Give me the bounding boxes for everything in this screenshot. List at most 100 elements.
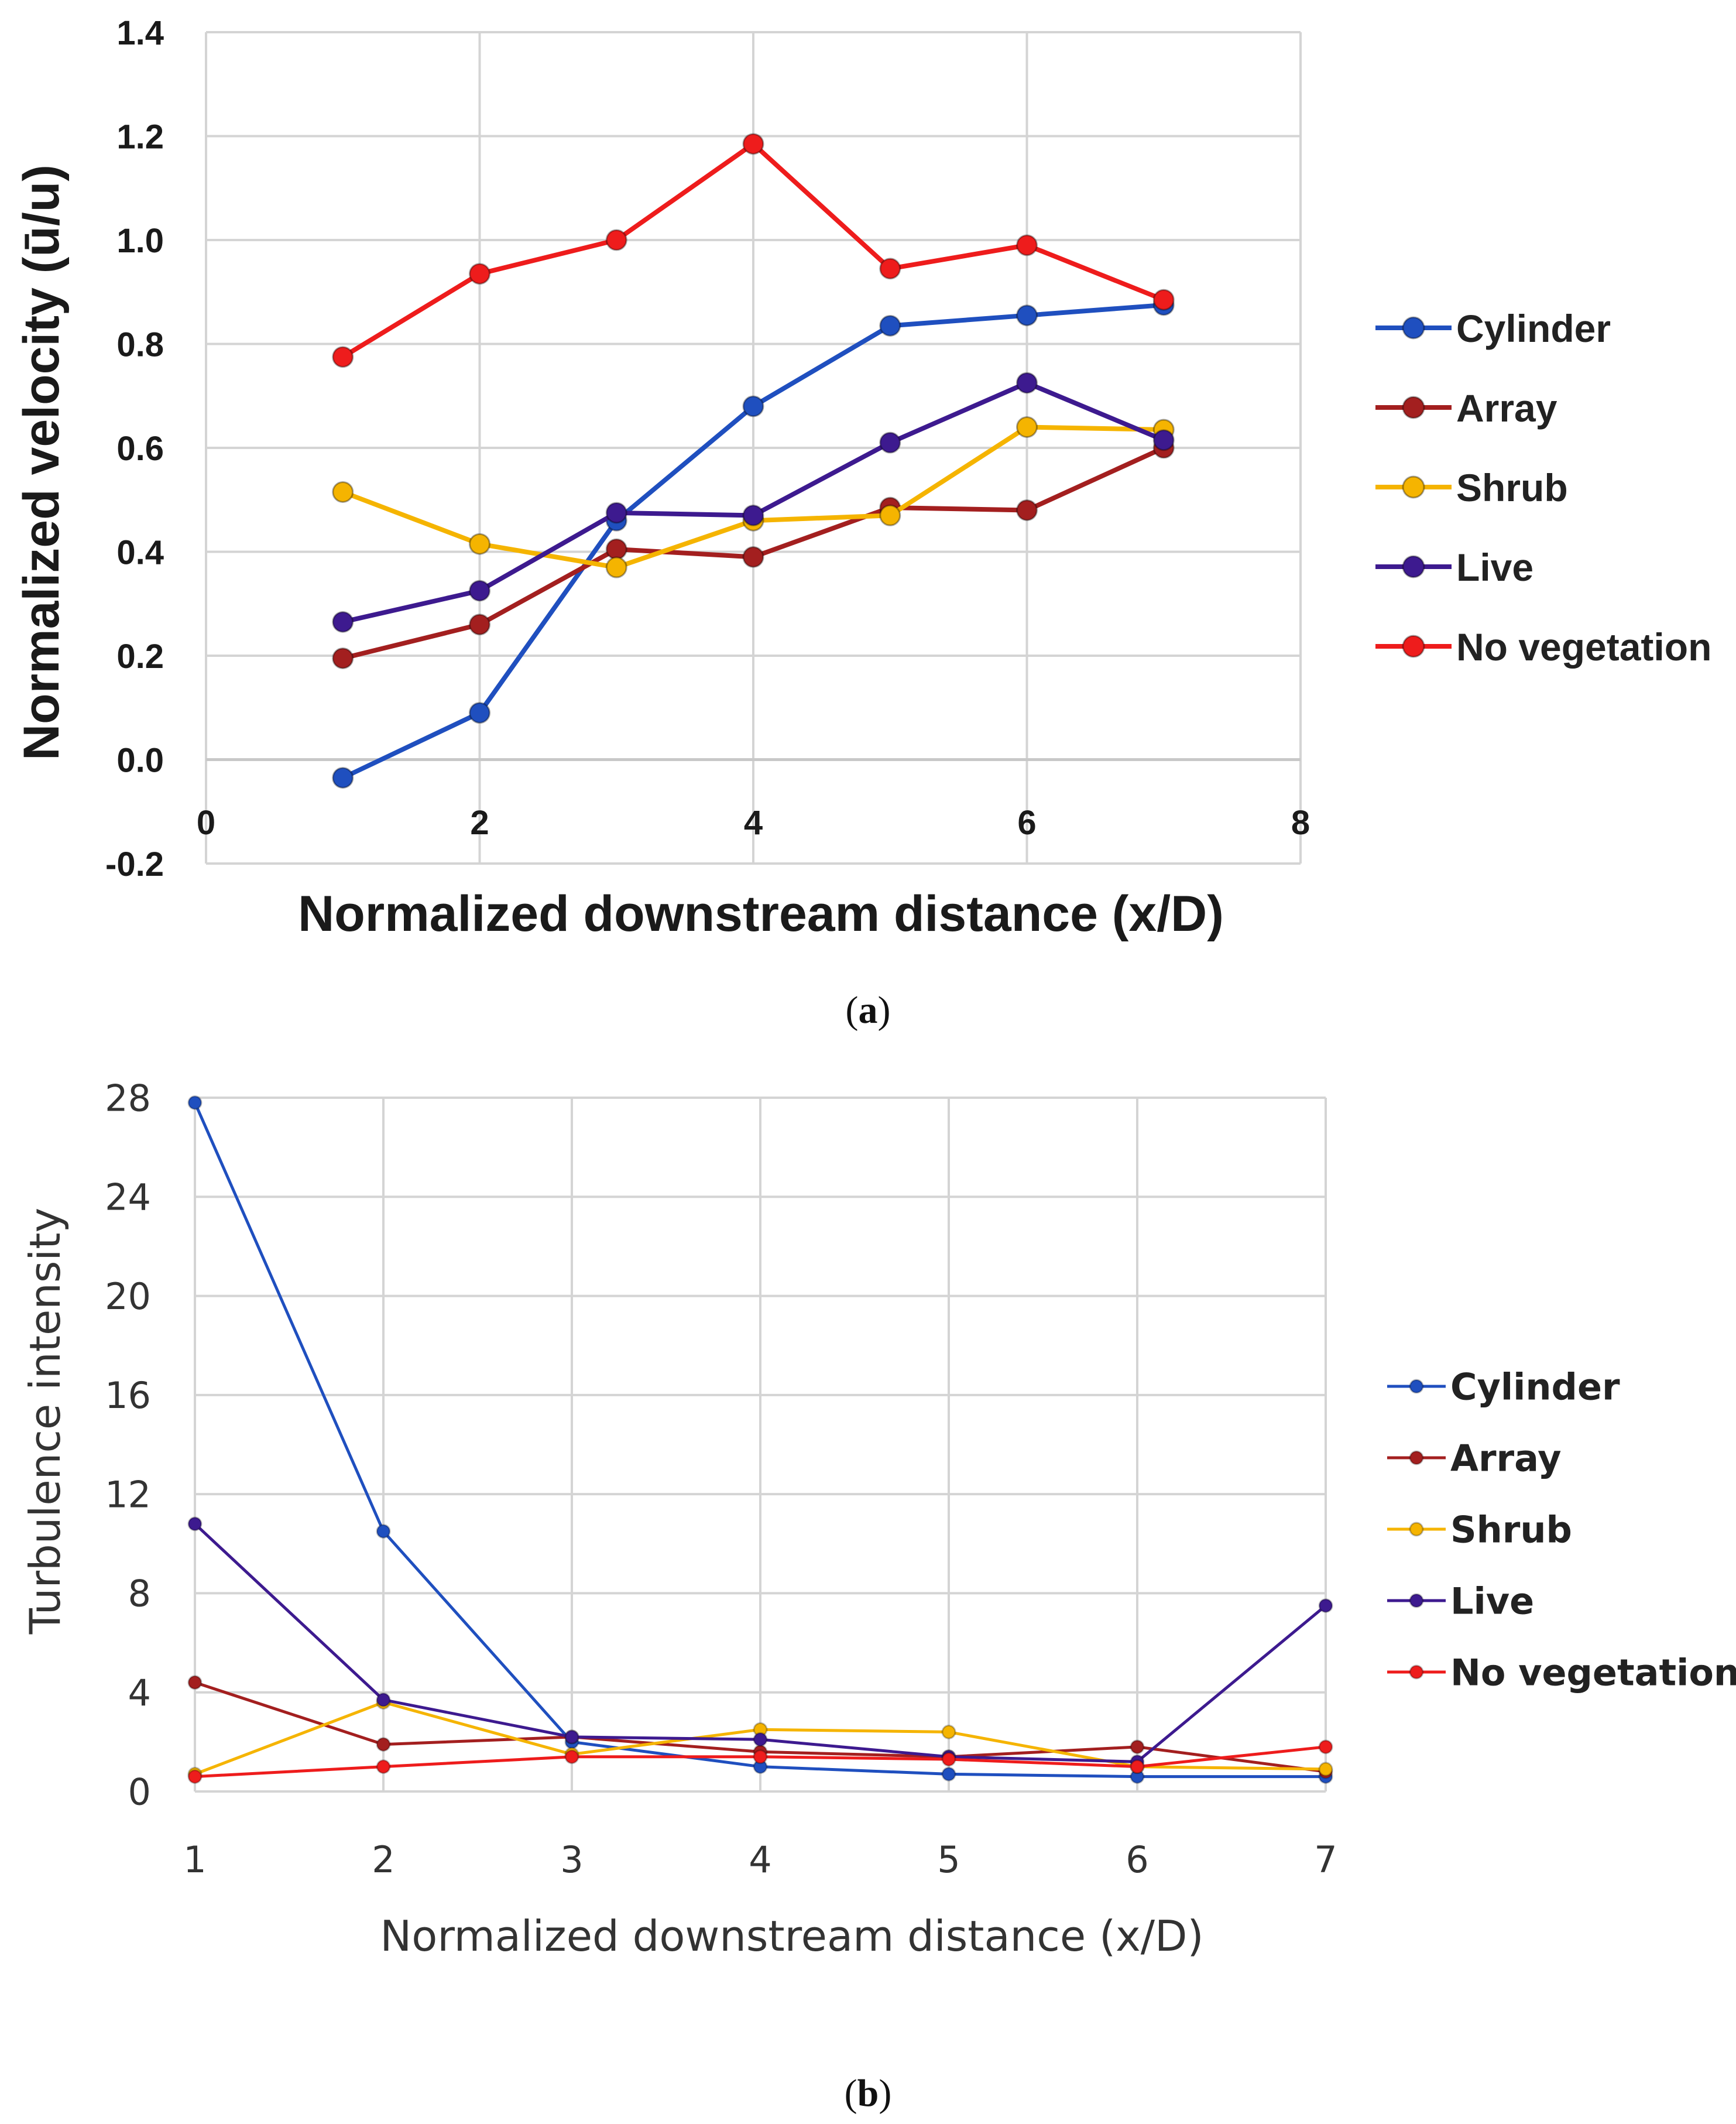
a-x-tick-label: 4 xyxy=(744,804,763,842)
a-y-tick-label: 1.0 xyxy=(116,222,164,260)
b-point-cylinder xyxy=(187,1095,203,1110)
panel-a-y-axis-label: Normalized velocity (ū/u) xyxy=(13,165,70,760)
b-y-tick-label: 8 xyxy=(128,1573,151,1615)
a-point-shrub xyxy=(605,556,627,578)
a-point-no-vegetation xyxy=(1016,234,1038,256)
a-series-no-vegetation xyxy=(332,133,1175,368)
b-series-cylinder xyxy=(187,1095,1333,1784)
a-point-live xyxy=(879,431,901,454)
a-y-tick-label: 0.4 xyxy=(116,533,164,571)
a-legend-label: Cylinder xyxy=(1456,307,1611,350)
b-x-tick-label: 5 xyxy=(937,1838,960,1881)
a-y-tick-label: 0.2 xyxy=(116,638,164,676)
a-x-tick-label: 2 xyxy=(470,804,489,842)
a-legend-item-shrub: Shrub xyxy=(1375,466,1568,509)
b-point-no-vegetation xyxy=(376,1759,391,1774)
b-x-tick-label: 6 xyxy=(1126,1838,1148,1881)
panel-b-caption: (b) xyxy=(845,2072,892,2115)
a-y-tick-label: -0.2 xyxy=(105,845,164,883)
a-x-tick-label: 0 xyxy=(197,804,215,842)
b-legend-label: No vegetation xyxy=(1450,1651,1736,1694)
b-y-tick-label: 12 xyxy=(105,1473,151,1516)
b-point-shrub xyxy=(941,1724,956,1739)
a-legend-item-live: Live xyxy=(1375,546,1533,589)
a-point-no-vegetation xyxy=(469,263,490,285)
b-x-tick-label: 7 xyxy=(1314,1838,1337,1881)
a-y-tick-label: 0.6 xyxy=(116,430,164,468)
a-point-no-vegetation xyxy=(332,346,354,368)
b-legend-label: Shrub xyxy=(1450,1508,1572,1551)
a-point-live xyxy=(742,504,764,526)
b-point-live xyxy=(187,1516,203,1532)
panel-a-series xyxy=(332,133,1175,789)
b-legend-item-array: Array xyxy=(1387,1437,1561,1479)
a-legend-swatch-marker xyxy=(1402,635,1425,658)
a-legend-swatch-marker xyxy=(1402,396,1425,419)
a-point-cylinder xyxy=(332,767,354,789)
b-legend-label: Live xyxy=(1450,1580,1534,1622)
a-legend-item-array: Array xyxy=(1375,386,1557,430)
b-point-array xyxy=(1130,1739,1145,1755)
a-legend-label: Shrub xyxy=(1456,466,1568,509)
a-point-live xyxy=(1016,372,1038,394)
panel-a-tick-labels: 0 2 4 6 8 -0.2 0.0 0.2 0.4 0.6 0.8 1.0 1.2 1.4 xyxy=(105,14,1310,883)
a-point-live xyxy=(605,502,627,524)
panel-b-x-axis-label: Normalized downstream distance (x/D) xyxy=(380,1911,1203,1961)
a-point-no-vegetation xyxy=(742,133,764,155)
panel-a-caption-letter: a xyxy=(859,989,878,1032)
a-point-shrub xyxy=(332,481,354,503)
a-point-shrub xyxy=(1016,416,1038,438)
a-point-cylinder xyxy=(879,314,901,337)
b-point-cylinder xyxy=(376,1524,391,1539)
a-point-no-vegetation xyxy=(1152,289,1175,311)
b-legend-label: Array xyxy=(1450,1437,1561,1479)
a-legend-label: Array xyxy=(1456,386,1557,430)
b-point-array xyxy=(376,1737,391,1752)
panel-b-caption-letter: b xyxy=(857,2072,879,2115)
a-legend-swatch-marker xyxy=(1402,316,1425,340)
b-x-tick-label: 1 xyxy=(183,1838,206,1881)
a-point-shrub xyxy=(879,504,901,526)
b-point-live xyxy=(376,1692,391,1707)
a-legend-item-cylinder: Cylinder xyxy=(1375,307,1611,350)
a-legend-swatch-marker xyxy=(1402,475,1425,499)
b-x-tick-label: 3 xyxy=(560,1838,583,1881)
a-point-live xyxy=(332,611,354,633)
b-legend-swatch-marker xyxy=(1409,1379,1424,1394)
b-point-no-vegetation xyxy=(753,1749,768,1765)
b-point-live xyxy=(1318,1598,1333,1613)
panel-b-y-axis-label: Turbulence intensity xyxy=(20,1208,70,1635)
a-point-cylinder xyxy=(742,395,764,417)
a-legend-item-no-vegetation: No vegetation xyxy=(1375,625,1711,669)
b-y-tick-label: 16 xyxy=(105,1374,151,1417)
b-legend-item-live: Live xyxy=(1387,1580,1534,1622)
b-legend-item-cylinder: Cylinder xyxy=(1387,1365,1620,1408)
b-y-tick-label: 28 xyxy=(105,1077,151,1119)
a-point-live xyxy=(469,580,490,602)
a-point-array xyxy=(469,614,490,636)
panel-b-gridlines xyxy=(194,1097,1327,1793)
panel-a-x-axis-label: Normalized downstream distance (x/D) xyxy=(298,886,1224,942)
a-legend-label: No vegetation xyxy=(1456,625,1711,669)
a-point-array xyxy=(605,538,627,560)
a-point-no-vegetation xyxy=(605,229,627,251)
panel-a-caption: (a) xyxy=(846,989,891,1032)
b-y-tick-label: 4 xyxy=(128,1671,151,1714)
a-y-tick-label: 1.4 xyxy=(116,14,164,52)
b-y-tick-label: 20 xyxy=(105,1275,151,1318)
a-point-array xyxy=(1016,499,1038,521)
a-y-tick-label: 0.8 xyxy=(116,326,164,364)
panel-a-chart: 0 2 4 6 8 -0.2 0.0 0.2 0.4 0.6 0.8 1.0 1.2 1.4 Cylind… xyxy=(13,14,1711,1032)
a-point-cylinder xyxy=(1016,304,1038,327)
a-y-tick-label: 0.0 xyxy=(116,741,164,779)
b-point-no-vegetation xyxy=(564,1749,579,1765)
b-x-tick-label: 4 xyxy=(749,1838,771,1881)
b-point-no-vegetation xyxy=(1130,1759,1145,1774)
b-legend-swatch-marker xyxy=(1409,1450,1424,1465)
a-y-tick-label: 1.2 xyxy=(116,118,164,156)
b-point-no-vegetation xyxy=(1318,1739,1333,1755)
b-legend-item-shrub: Shrub xyxy=(1387,1508,1572,1551)
a-series-live xyxy=(332,372,1175,633)
